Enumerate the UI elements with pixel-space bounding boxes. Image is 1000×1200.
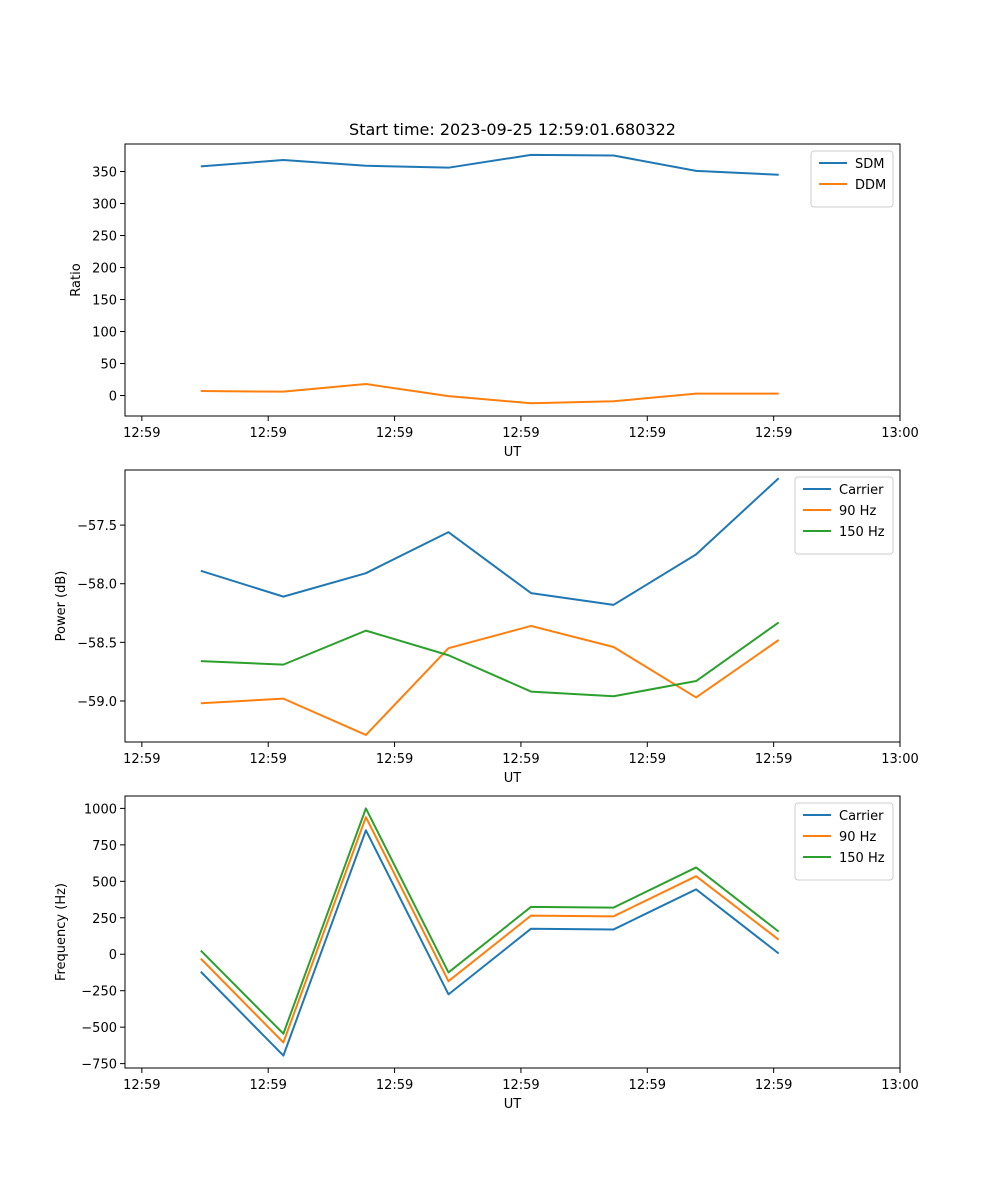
- y-tick-label: 350: [92, 166, 117, 181]
- x-axis-label: UT: [504, 771, 522, 786]
- y-tick-label: 50: [100, 358, 117, 373]
- x-tick-label: 12:59: [755, 752, 792, 767]
- x-axis-label: UT: [504, 1097, 522, 1112]
- y-tick-label: 500: [92, 875, 117, 890]
- y-tick-label: 150: [92, 294, 117, 309]
- y-axis-label: Ratio: [69, 263, 84, 296]
- y-tick-label: 250: [92, 912, 117, 927]
- y-tick-label: 0: [109, 948, 117, 963]
- y-tick-label: −57.5: [77, 519, 117, 534]
- x-tick-label: 12:59: [249, 1078, 286, 1093]
- y-tick-label: −59.0: [77, 695, 117, 710]
- x-tick-label: 12:59: [249, 752, 286, 767]
- x-tick-label: 13:00: [881, 426, 918, 441]
- legend-label: DDM: [855, 178, 886, 193]
- x-tick-label: 12:59: [376, 752, 413, 767]
- legend: Carrier 90 Hz 150 Hz: [794, 802, 894, 881]
- legend-label: 90 Hz: [839, 830, 876, 845]
- plot-frame: [124, 469, 901, 743]
- x-tick-label: 12:59: [502, 1078, 539, 1093]
- y-tick-label: 100: [92, 326, 117, 341]
- x-tick-label: 12:59: [123, 426, 160, 441]
- y-tick-label: −750: [81, 1058, 117, 1073]
- chart-panel-2: 12:59 12:59 12:59 12:59 12:59 12:59 13:00 −59.0…: [54, 469, 919, 786]
- x-tick-label: 12:59: [755, 426, 792, 441]
- legend-box: [810, 150, 894, 208]
- x-tick-label: 12:59: [755, 1078, 792, 1093]
- x-tick-label: 13:00: [881, 752, 918, 767]
- legend-label: Carrier: [839, 809, 884, 824]
- y-axis-label: Power (dB): [54, 571, 69, 642]
- x-tick-label: 13:00: [881, 1078, 918, 1093]
- legend-label: Carrier: [839, 483, 884, 498]
- y-tick-label: −58.5: [77, 636, 117, 651]
- series-line-90-hz: [200, 816, 780, 1044]
- x-tick-label: 12:59: [123, 752, 160, 767]
- legend-label: 90 Hz: [839, 504, 876, 519]
- x-tick-label: 12:59: [502, 426, 539, 441]
- x-tick-label: 12:59: [629, 426, 666, 441]
- x-tick-label: 12:59: [249, 426, 286, 441]
- x-axis-label: UT: [504, 445, 522, 460]
- legend-label: SDM: [855, 157, 884, 172]
- series-line-sdm: [200, 153, 779, 176]
- series-line-150-hz: [200, 621, 780, 698]
- legend-box: [794, 476, 894, 555]
- y-tick-label: −500: [81, 1021, 117, 1036]
- y-tick-label: −250: [81, 985, 117, 1000]
- legend: Carrier 90 Hz 150 Hz: [794, 476, 894, 555]
- chart-title: Start time: 2023-09-25 12:59:01.680322: [349, 120, 676, 139]
- series-line-150-hz: [200, 807, 780, 1035]
- plot-frame: [124, 795, 901, 1069]
- legend-label: 150 Hz: [839, 525, 885, 540]
- y-tick-label: −58.0: [77, 578, 117, 593]
- x-tick-label: 12:59: [502, 752, 539, 767]
- x-tick-label: 12:59: [376, 1078, 413, 1093]
- plot-frame: [124, 143, 901, 417]
- y-tick-label: 300: [92, 198, 117, 213]
- y-axis-label: Frequency (Hz): [54, 883, 69, 981]
- legend: SDM DDM: [810, 150, 894, 208]
- series-line-carrier: [200, 477, 780, 606]
- x-tick-label: 12:59: [123, 1078, 160, 1093]
- x-tick-label: 12:59: [629, 752, 666, 767]
- x-tick-label: 12:59: [629, 1078, 666, 1093]
- y-tick-label: 750: [92, 839, 117, 854]
- legend-label: 150 Hz: [839, 851, 885, 866]
- chart-panel-1: Start time: 2023-09-25 12:59:01.680322 12…: [69, 120, 919, 460]
- x-tick-label: 12:59: [376, 426, 413, 441]
- y-tick-label: 250: [92, 230, 117, 245]
- series-line-carrier: [200, 829, 780, 1057]
- series-line-ddm: [200, 383, 779, 405]
- legend-box: [794, 802, 894, 881]
- chart-panel-3: 12:59 12:59 12:59 12:59 12:59 12:59 13:00 −750 −…: [54, 795, 919, 1112]
- y-tick-label: 0: [109, 390, 117, 405]
- y-tick-label: 200: [92, 262, 117, 277]
- y-tick-label: 1000: [84, 802, 117, 817]
- series-line-90-hz: [200, 624, 780, 736]
